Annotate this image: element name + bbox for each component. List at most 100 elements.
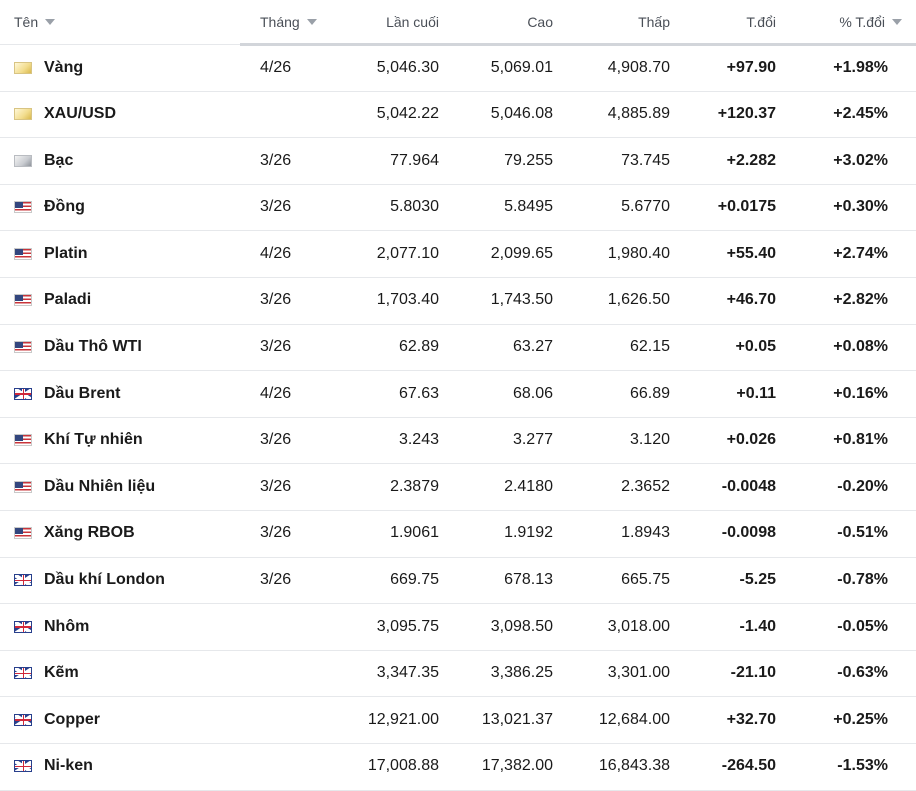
- sort-caret-icon[interactable]: [892, 19, 902, 25]
- cell-month: 3/26: [260, 291, 292, 309]
- table-row[interactable]: Dầu Thô WTI 3/26 62.89 63.27 62.15 +0.05 +0.08…: [0, 325, 916, 372]
- cell-low: 62.15: [629, 338, 670, 356]
- cell-name[interactable]: Kẽm: [14, 651, 244, 696]
- table-row[interactable]: XAU/USD 5,042.22 5,046.08 4,885.89 +120.37 +2…: [0, 92, 916, 139]
- instrument-name[interactable]: Dầu Nhiên liệu: [44, 477, 156, 495]
- cell-name[interactable]: Platin: [14, 231, 244, 276]
- cell-low: 2.3652: [621, 477, 670, 495]
- cell-month: 3/26: [260, 524, 292, 542]
- cell-change: +2.282: [726, 151, 776, 169]
- instrument-name[interactable]: Dầu khí London: [44, 571, 165, 589]
- instrument-name[interactable]: Đồng: [44, 198, 85, 216]
- cell-change: -0.0098: [721, 524, 776, 542]
- cell-name[interactable]: Đồng: [14, 185, 244, 230]
- cell-change-pct: +3.02%: [833, 151, 888, 169]
- cell-month: 3/26: [260, 198, 292, 216]
- table-row[interactable]: Ni-ken 17,008.88 17,382.00 16,843.38 -264.50…: [0, 744, 916, 791]
- instrument-name[interactable]: Copper: [44, 710, 100, 728]
- cell-last: 2,077.10: [376, 244, 439, 262]
- us-flag-icon: [14, 527, 32, 540]
- cell-name[interactable]: Dầu Thô WTI: [14, 325, 244, 370]
- table-row[interactable]: Nhôm 3,095.75 3,098.50 3,018.00 -1.40 -0.05%: [0, 604, 916, 651]
- instrument-name[interactable]: XAU/USD: [44, 105, 117, 123]
- sort-caret-icon[interactable]: [45, 19, 56, 25]
- instrument-name[interactable]: Dầu Thô WTI: [44, 338, 142, 356]
- instrument-name[interactable]: Khí Tự nhiên: [44, 431, 143, 449]
- column-header-change-label: T.đổi: [746, 14, 776, 30]
- cell-low: 4,885.89: [607, 105, 670, 123]
- header-underline: [240, 43, 916, 46]
- instrument-name[interactable]: Platin: [44, 244, 88, 262]
- cell-low: 12,684.00: [598, 710, 670, 728]
- cell-low: 73.745: [621, 151, 670, 169]
- cell-change: +32.70: [726, 710, 776, 728]
- cell-month: [260, 651, 330, 696]
- table-row[interactable]: Bạc 3/26 77.964 79.255 73.745 +2.282 +3.02%: [0, 138, 916, 185]
- cell-month: 3/26: [260, 338, 292, 356]
- instrument-name[interactable]: Ni-ken: [44, 757, 93, 775]
- table-row[interactable]: Dầu Brent 4/26 67.63 68.06 66.89 +0.11 +0.16%: [0, 371, 916, 418]
- table-row[interactable]: Kẽm 3,347.35 3,386.25 3,301.00 -21.10 -0.63%: [0, 651, 916, 698]
- cell-name[interactable]: Khí Tự nhiên: [14, 418, 244, 463]
- us-flag-icon: [14, 247, 32, 260]
- sort-caret-icon[interactable]: [306, 19, 317, 25]
- cell-name[interactable]: Copper: [14, 697, 244, 742]
- silver-flag-icon: [14, 154, 32, 167]
- table-row[interactable]: Khí Tự nhiên 3/26 3.243 3.277 3.120 +0.026 +0.…: [0, 418, 916, 465]
- cell-high: 3,098.50: [490, 617, 553, 635]
- cell-change-pct: -0.78%: [837, 571, 888, 589]
- cell-name[interactable]: Ni-ken: [14, 744, 244, 789]
- instrument-name[interactable]: Nhôm: [44, 617, 90, 635]
- column-header-name[interactable]: Tên: [14, 0, 56, 44]
- instrument-name[interactable]: Bạc: [44, 151, 74, 169]
- column-header-month[interactable]: Tháng: [260, 0, 317, 44]
- cell-name[interactable]: Dầu Nhiên liệu: [14, 464, 244, 509]
- cell-high: 5.8495: [504, 198, 553, 216]
- instrument-name[interactable]: Xăng RBOB: [44, 524, 135, 542]
- cell-name[interactable]: Dầu khí London: [14, 558, 244, 603]
- instrument-name[interactable]: Paladi: [44, 291, 92, 309]
- table-row[interactable]: Xăng RBOB 3/26 1.9061 1.9192 1.8943 -0.0098 -0…: [0, 511, 916, 558]
- column-header-high[interactable]: Cao: [440, 0, 553, 44]
- cell-last: 1,703.40: [376, 291, 439, 309]
- column-header-change-pct[interactable]: % T.đổi: [776, 0, 902, 44]
- cell-change: +120.37: [717, 105, 776, 123]
- cell-name[interactable]: Paladi: [14, 278, 244, 323]
- instrument-name[interactable]: Dầu Brent: [44, 384, 121, 402]
- cell-name[interactable]: XAU/USD: [14, 92, 244, 137]
- instrument-name[interactable]: Kẽm: [44, 664, 79, 682]
- cell-name[interactable]: Vàng: [14, 45, 244, 90]
- cell-name[interactable]: Bạc: [14, 138, 244, 183]
- table-row[interactable]: Đồng 3/26 5.8030 5.8495 5.6770 +0.0175 +0.30%: [0, 185, 916, 232]
- cell-change-pct: +0.25%: [833, 710, 888, 728]
- cell-low: 66.89: [629, 384, 670, 402]
- cell-last: 3,347.35: [376, 664, 439, 682]
- cell-name[interactable]: Dầu Brent: [14, 371, 244, 416]
- cell-high: 5,046.08: [490, 105, 553, 123]
- column-header-low[interactable]: Thấp: [553, 0, 670, 44]
- cell-last: 62.89: [398, 338, 439, 356]
- us-flag-icon: [14, 434, 32, 447]
- cell-low: 1.8943: [621, 524, 670, 542]
- cell-month: [260, 697, 330, 742]
- table-row[interactable]: Copper 12,921.00 13,021.37 12,684.00 +32.70 +…: [0, 697, 916, 744]
- table-row[interactable]: Vàng 4/26 5,046.30 5,069.01 4,908.70 +97.90 +1…: [0, 45, 916, 92]
- column-header-last[interactable]: Lần cuối: [330, 0, 439, 44]
- column-header-change[interactable]: T.đổi: [670, 0, 776, 44]
- table-row[interactable]: Platin 4/26 2,077.10 2,099.65 1,980.40 +55.40…: [0, 231, 916, 278]
- cell-change: -264.50: [721, 757, 776, 775]
- cell-change-pct: -0.63%: [837, 664, 888, 682]
- cell-change: -1.40: [739, 617, 776, 635]
- cell-name[interactable]: Nhôm: [14, 604, 244, 649]
- cell-last: 2.3879: [390, 477, 439, 495]
- cell-low: 4,908.70: [607, 58, 670, 76]
- table-row[interactable]: Dầu khí London 3/26 669.75 678.13 665.75 -5.2…: [0, 558, 916, 605]
- table-row[interactable]: Dầu Nhiên liệu 3/26 2.3879 2.4180 2.3652 -0.0…: [0, 464, 916, 511]
- cell-low: 1,626.50: [607, 291, 670, 309]
- instrument-name[interactable]: Vàng: [44, 58, 84, 76]
- cell-name[interactable]: Xăng RBOB: [14, 511, 244, 556]
- cell-change: +97.90: [726, 58, 776, 76]
- table-row[interactable]: Paladi 3/26 1,703.40 1,743.50 1,626.50 +46.70…: [0, 278, 916, 325]
- uk-flag-icon: [14, 574, 32, 587]
- cell-change: +0.11: [736, 384, 776, 402]
